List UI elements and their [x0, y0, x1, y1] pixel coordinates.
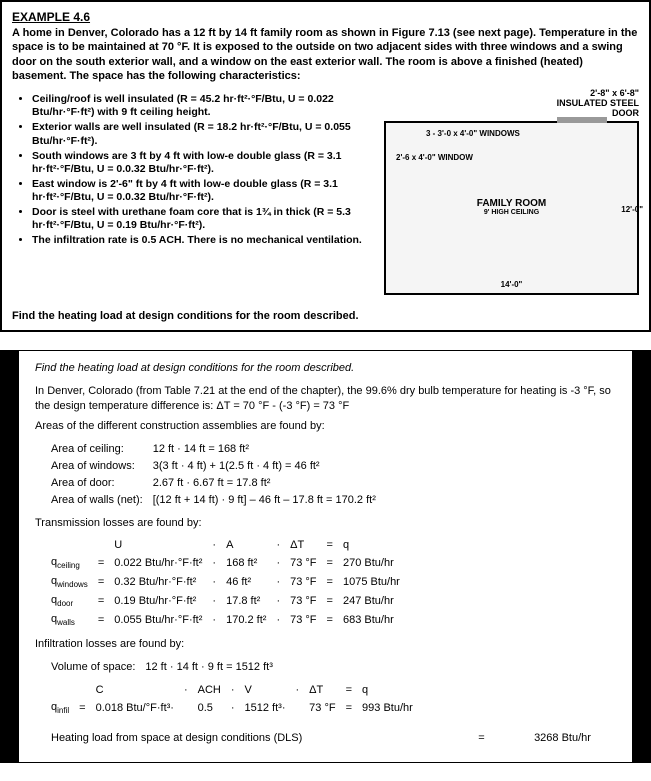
bullet-ceiling: Ceiling/roof is well insulated (R = 45.2…	[32, 93, 378, 119]
east-window-label: 2'-6 x 4'-0" WINDOW	[396, 153, 473, 162]
areas-header: Areas of the different construction asse…	[35, 419, 616, 434]
bullet-infiltration: The infiltration rate is 0.5 ACH. There …	[32, 234, 378, 247]
areas-table: Area of ceiling:12 ft · 14 ft = 168 ft² …	[49, 440, 386, 509]
problem-description: A home in Denver, Colorado has a 12 ft b…	[12, 26, 639, 83]
solution-intro: In Denver, Colorado (from Table 7.21 at …	[35, 384, 616, 414]
total-line: Heating load from space at design condit…	[49, 729, 601, 748]
find-statement: Find the heating load at design conditio…	[12, 310, 639, 322]
solution-header: Find the heating load at design conditio…	[35, 361, 616, 376]
door-label: 2'-8" x 6'-8" INSULATED STEEL DOOR	[384, 89, 639, 119]
bullet-walls: Exterior walls are well insulated (R = 1…	[32, 121, 378, 147]
example-label: EXAMPLE 4.6	[12, 10, 639, 24]
volume-line: Volume of space:12 ft · 14 ft · 9 ft = 1…	[49, 658, 283, 677]
solution-container: Find the heating load at design conditio…	[0, 350, 651, 763]
trans-header: Transmission losses are found by:	[35, 516, 616, 531]
dim-width: 14'-0"	[501, 280, 523, 289]
bullet-east-window: East window is 2'-6" ft by 4 ft with low…	[32, 178, 378, 204]
row-label: qceiling	[51, 555, 96, 572]
transmission-table: U· A· ΔT= q qceiling=0.022 Btu/hr·°F·ft²…	[49, 536, 410, 631]
bullet-door: Door is steel with urethane foam core th…	[32, 206, 378, 232]
characteristics-list: Ceiling/roof is well insulated (R = 45.2…	[12, 93, 378, 247]
infil-header: Infiltration losses are found by:	[35, 637, 616, 652]
south-windows-label: 3 - 3'-0 x 4'-0" WINDOWS	[426, 129, 520, 138]
dim-height: 12'-0"	[388, 205, 643, 214]
door-icon	[557, 117, 607, 123]
problem-statement: EXAMPLE 4.6 A home in Denver, Colorado h…	[0, 0, 651, 332]
bullet-south-windows: South windows are 3 ft by 4 ft with low-…	[32, 150, 378, 176]
